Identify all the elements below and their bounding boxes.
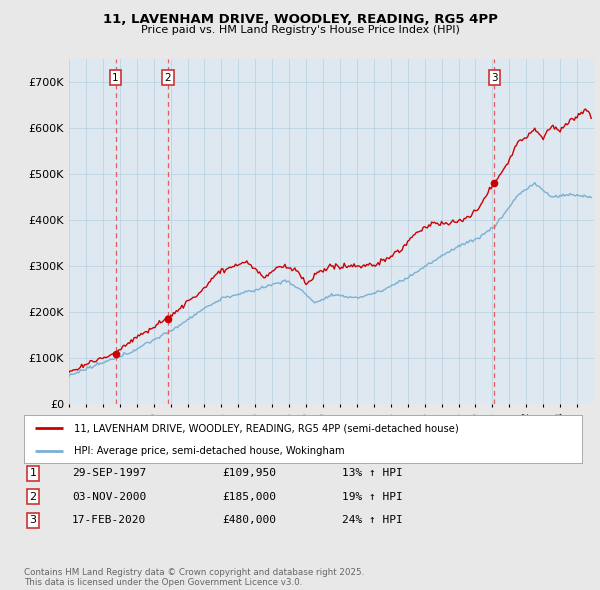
Text: 2: 2 [164, 73, 171, 83]
Text: 2: 2 [29, 492, 37, 502]
Text: 3: 3 [491, 73, 498, 83]
Text: 11, LAVENHAM DRIVE, WOODLEY, READING, RG5 4PP: 11, LAVENHAM DRIVE, WOODLEY, READING, RG… [103, 13, 497, 26]
Text: Price paid vs. HM Land Registry's House Price Index (HPI): Price paid vs. HM Land Registry's House … [140, 25, 460, 35]
Text: 24% ↑ HPI: 24% ↑ HPI [342, 516, 403, 525]
Text: £480,000: £480,000 [222, 516, 276, 525]
Text: 1: 1 [112, 73, 119, 83]
Text: 03-NOV-2000: 03-NOV-2000 [72, 492, 146, 502]
Text: £109,950: £109,950 [222, 468, 276, 478]
Text: Contains HM Land Registry data © Crown copyright and database right 2025.
This d: Contains HM Land Registry data © Crown c… [24, 568, 364, 587]
Text: HPI: Average price, semi-detached house, Wokingham: HPI: Average price, semi-detached house,… [74, 445, 345, 455]
Text: 11, LAVENHAM DRIVE, WOODLEY, READING, RG5 4PP (semi-detached house): 11, LAVENHAM DRIVE, WOODLEY, READING, RG… [74, 423, 459, 433]
Text: £185,000: £185,000 [222, 492, 276, 502]
Text: 1: 1 [29, 468, 37, 478]
Text: 13% ↑ HPI: 13% ↑ HPI [342, 468, 403, 478]
Text: 19% ↑ HPI: 19% ↑ HPI [342, 492, 403, 502]
Text: 29-SEP-1997: 29-SEP-1997 [72, 468, 146, 478]
Text: 17-FEB-2020: 17-FEB-2020 [72, 516, 146, 525]
Text: 3: 3 [29, 516, 37, 525]
